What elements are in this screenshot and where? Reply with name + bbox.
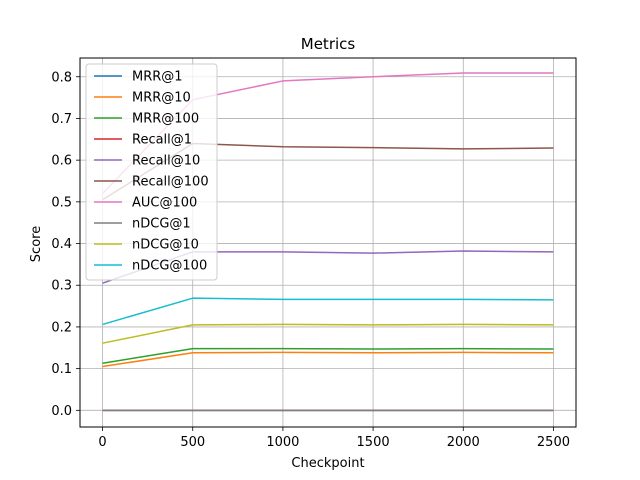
legend-label: nDCG@1	[132, 217, 191, 232]
legend-label: Recall@10	[132, 154, 200, 169]
x-tick-label: 1500	[357, 435, 390, 450]
legend-label: MRR@100	[132, 112, 199, 127]
grid-lines	[80, 58, 576, 427]
y-tick-label: 0.3	[51, 279, 72, 294]
legend-label: nDCG@10	[132, 238, 199, 253]
y-tick-label: 0.1	[51, 362, 72, 377]
y-tick-label: 0.2	[51, 320, 72, 335]
series-line-ndcg-10	[102, 323, 554, 344]
legend-label: MRR@1	[132, 70, 183, 85]
x-tick-label: 2500	[537, 435, 570, 450]
y-tick-label: 0.4	[51, 237, 72, 252]
y-tick-label: 0.6	[51, 154, 72, 169]
x-tick-label: 500	[180, 435, 205, 450]
x-tick-label: 0	[98, 435, 106, 450]
y-tick-label: 0.5	[51, 195, 72, 210]
x-axis-title: Checkpoint	[291, 456, 364, 471]
legend-label: Recall@1	[132, 133, 192, 148]
legend-label: MRR@10	[132, 91, 191, 106]
chart-title: Metrics	[301, 35, 356, 53]
legend-label: AUC@100	[132, 196, 197, 211]
legend-label: Recall@100	[132, 175, 209, 190]
legend-label: nDCG@100	[132, 259, 207, 274]
y-tick-label: 0.0	[51, 404, 72, 419]
y-tick-label: 0.7	[51, 112, 72, 127]
y-tick-label: 0.8	[51, 70, 72, 85]
x-tick-label: 1000	[266, 435, 299, 450]
plot-area-frame	[79, 57, 577, 428]
series-line-mrr-10	[102, 351, 554, 368]
x-tick-label: 2000	[447, 435, 480, 450]
y-axis-title: Score	[29, 226, 44, 262]
series-line-ndcg-100	[102, 297, 554, 326]
series-line-mrr-100	[102, 347, 554, 364]
axis-ticks: 0 500 1000 1500 2000 2500 0.0 0.1 0.2 0.3 0.4 0.5 0.…	[51, 70, 570, 450]
legend: MRR@1 MRR@10 MRR@100 Recall@1 Recall@10 Recal…	[85, 63, 218, 281]
